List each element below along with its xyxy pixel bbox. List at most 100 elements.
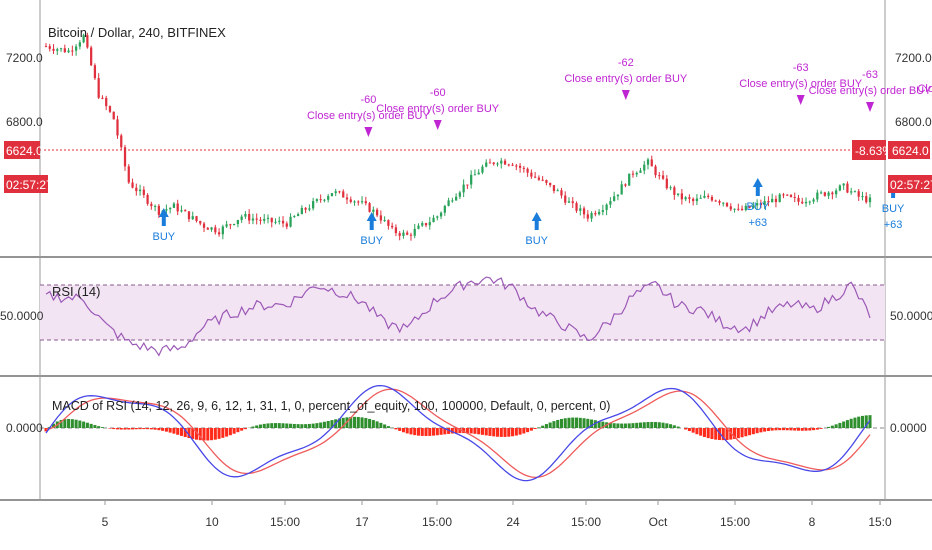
macd-histogram-bar	[770, 428, 774, 431]
rsi-pane-title: RSI (14)	[52, 284, 100, 299]
candle-body	[771, 198, 774, 203]
candle-body	[684, 197, 687, 200]
macd-histogram-bar	[488, 428, 492, 436]
macd-series	[44, 384, 872, 482]
candle-body	[740, 208, 744, 211]
candle-body	[707, 195, 710, 197]
candle-body	[424, 223, 428, 226]
candle-body	[315, 199, 319, 202]
buy-marker-label: BUY	[152, 231, 175, 243]
close-marker-label: Close entry(s) order BUY	[307, 110, 431, 122]
macd-histogram-bar	[319, 422, 323, 428]
macd-histogram-bar	[281, 423, 285, 428]
macd-histogram-bar	[353, 416, 357, 428]
macd-histogram-bar	[620, 423, 624, 428]
macd-histogram-bar	[744, 428, 748, 437]
candle-body	[680, 193, 683, 200]
time-tick: 10	[205, 515, 219, 529]
candle-body	[778, 194, 781, 203]
macd-histogram-bar	[541, 425, 545, 428]
macd-histogram-bar	[183, 428, 187, 438]
candle-body	[93, 65, 97, 79]
macd-histogram-bar	[559, 418, 563, 428]
candle-body	[842, 183, 845, 186]
candle-body	[74, 46, 78, 51]
candle-body	[575, 203, 578, 211]
candle-body	[714, 200, 717, 202]
macd-histogram-bar	[608, 422, 612, 428]
macd-histogram-bar	[210, 428, 214, 441]
time-tick: 5	[102, 515, 109, 529]
time-tick: Oct	[649, 515, 668, 529]
candle-body	[105, 97, 108, 107]
time-tick: 15:00	[571, 515, 601, 529]
candle-body	[409, 234, 413, 236]
candle-body	[221, 226, 224, 235]
close-marker-value: -63	[793, 62, 809, 74]
candle-body	[116, 119, 119, 136]
macd-histogram-bar	[447, 428, 451, 434]
candle-body	[90, 47, 93, 66]
macd-histogram-bar	[556, 419, 560, 428]
macd-histogram-bar	[273, 423, 278, 428]
macd-histogram-bar	[360, 417, 364, 428]
macd-histogram-bar	[507, 428, 511, 437]
macd-histogram-bar	[405, 428, 409, 434]
close-marker-value: -62	[618, 57, 634, 69]
candle-body	[481, 166, 484, 173]
candle-body	[744, 205, 747, 211]
macd-histogram-bar	[379, 422, 383, 428]
candle-body	[97, 78, 100, 98]
macd-histogram-bar	[590, 419, 594, 428]
candle-body	[473, 174, 477, 176]
macd-histogram-bar	[465, 428, 469, 434]
candle-body	[451, 200, 454, 202]
current-price-left: 6624.0	[6, 144, 43, 158]
macd-histogram-bar	[304, 424, 308, 428]
candle-body	[838, 185, 842, 191]
candle-body	[63, 48, 66, 53]
candle-body	[169, 207, 172, 210]
candle-body	[330, 193, 334, 197]
macd-histogram-bar	[131, 428, 135, 430]
candle-body	[496, 163, 499, 165]
candle-body	[368, 203, 371, 212]
macd-histogram-bar	[669, 424, 673, 428]
close-marker-arrow	[364, 127, 373, 137]
macd-histogram-bar	[236, 428, 240, 433]
candle-body	[372, 209, 375, 212]
pnl-badge	[852, 140, 886, 160]
candle-body	[786, 194, 789, 196]
candle-body	[763, 200, 766, 206]
macd-histogram-bar	[815, 428, 819, 430]
macd-histogram-bar	[834, 424, 838, 428]
candle-body	[349, 199, 352, 202]
macd-histogram-bar	[416, 428, 421, 436]
macd-histogram-bar	[138, 428, 142, 430]
candle-body	[737, 208, 740, 210]
candle-body	[816, 192, 819, 200]
candle-body	[236, 219, 240, 225]
close-marker-label: Close entry(s) order BUY	[564, 73, 688, 85]
macd-histogram-bar	[838, 422, 842, 428]
candle-body	[432, 217, 435, 223]
macd-histogram-bar	[492, 428, 496, 437]
rsi-tick-left: 50.0000	[0, 309, 44, 323]
candle-body	[492, 162, 495, 164]
macd-histogram-bar	[740, 428, 744, 438]
macd-histogram-bar	[213, 428, 217, 440]
candle-body	[643, 164, 646, 171]
candle-body	[586, 214, 589, 219]
macd-histogram-bar	[78, 420, 82, 428]
macd-histogram-bar	[759, 428, 763, 433]
macd-histogram-bar	[706, 428, 710, 439]
candle-body	[560, 190, 563, 196]
macd-histogram-bar	[258, 424, 262, 428]
macd-histogram-bar	[164, 428, 168, 432]
time-tick: 24	[506, 515, 520, 529]
macd-histogram-bar	[232, 428, 236, 434]
price-tick-left-7200: 7200.0	[6, 51, 43, 65]
candle-body	[541, 179, 544, 181]
candle-body	[831, 192, 834, 195]
candle-body	[755, 203, 759, 206]
